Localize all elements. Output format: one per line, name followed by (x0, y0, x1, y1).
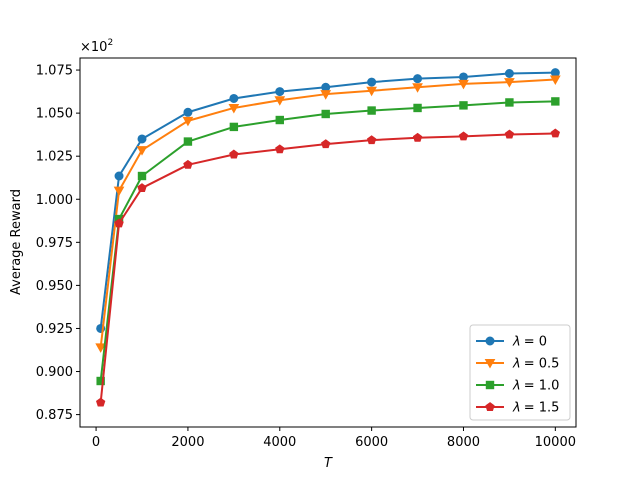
y-tick-label: 1.000 (36, 193, 73, 208)
data-point (137, 183, 147, 193)
data-point (114, 171, 124, 181)
data-point (413, 103, 422, 113)
series-line (99, 132, 556, 403)
y-tick-label: 1.075 (36, 64, 73, 79)
data-point (183, 159, 193, 169)
data-point (550, 68, 560, 78)
data-point (137, 171, 147, 181)
data-point (413, 74, 423, 84)
data-point (274, 96, 286, 106)
data-point (95, 397, 106, 407)
legend-marker (485, 336, 495, 346)
data-point (458, 72, 468, 82)
data-point (366, 135, 377, 145)
x-axis-title: T (324, 456, 333, 471)
data-point (321, 82, 331, 92)
x-axis: 0 2000 4000 6000 8000 10000 (92, 427, 576, 450)
legend-frame (469, 324, 571, 421)
data-point (367, 106, 376, 115)
data-point (321, 109, 330, 119)
data-point (114, 218, 124, 228)
data-point (459, 101, 468, 110)
y-tick-label: 1.025 (36, 150, 73, 165)
data-point (367, 77, 377, 87)
x-tick-label: 8000 (447, 435, 480, 450)
y-tick-label: 0.925 (36, 322, 73, 337)
data-point (96, 376, 105, 386)
series-1 (95, 75, 561, 353)
data-point (412, 83, 423, 93)
y-axis-title: Average Reward (9, 189, 24, 295)
x-tick-label: 2000 (171, 435, 204, 450)
data-point (412, 132, 423, 142)
legend: λ = 0 λ = 0.5 λ = 1.0 λ = 1.5 (469, 324, 571, 421)
data-point (505, 98, 514, 107)
data-point (321, 139, 331, 149)
legend-marker (485, 402, 495, 411)
data-point (550, 128, 561, 138)
data-point (549, 75, 561, 86)
data-point (183, 107, 193, 117)
x-tick-label: 4000 (263, 435, 296, 450)
data-point (458, 79, 469, 90)
series-line (99, 78, 556, 348)
y-tick-label: 1.050 (36, 107, 73, 122)
series-2 (96, 97, 560, 386)
y-tick-label: 0.875 (36, 408, 73, 423)
y-tick-label: 0.900 (36, 365, 73, 380)
data-point (229, 149, 239, 159)
data-point (113, 186, 125, 197)
data-point (275, 144, 285, 154)
x-tick-label: 6000 (355, 435, 388, 450)
y-axis: 0.875 0.900 0.925 0.950 0.975 1.000 1.025 1.050… (36, 64, 80, 423)
data-point (275, 87, 285, 97)
legend-label: λ = 1.0 (512, 379, 559, 394)
legend-marker (484, 359, 496, 369)
data-point (504, 69, 514, 79)
data-point (183, 137, 193, 146)
x-tick-label: 0 (92, 435, 100, 450)
y-axis-multiplier: ×102 (80, 38, 113, 55)
data-point (137, 134, 147, 144)
legend-item: λ = 1.0 (476, 379, 559, 394)
y-tick-label: 0.975 (36, 236, 73, 251)
data-point (229, 93, 239, 103)
legend-label: λ = 1.5 (512, 401, 559, 416)
data-point (504, 129, 515, 139)
legend-item: λ = 1.5 (476, 401, 559, 416)
legend-marker (485, 380, 495, 390)
data-point (228, 103, 240, 114)
legend-item: λ = 0.5 (476, 357, 559, 372)
data-point (229, 122, 239, 132)
legend-label: λ = 0.5 (512, 357, 559, 372)
series-3 (95, 128, 561, 407)
y-tick-label: 0.950 (36, 279, 73, 294)
data-point (136, 146, 148, 156)
series-layer (95, 68, 561, 407)
data-point (95, 343, 107, 353)
data-point (504, 78, 515, 88)
series-line (99, 71, 556, 329)
data-point (366, 86, 377, 97)
x-tick-label: 10000 (535, 435, 576, 450)
data-point (458, 131, 469, 141)
data-point (320, 90, 332, 100)
legend-label: λ = 0 (512, 335, 547, 350)
series-0 (96, 68, 560, 333)
data-point (275, 115, 284, 125)
data-point (551, 97, 560, 106)
series-line (99, 100, 556, 382)
data-point (182, 116, 194, 127)
legend-item: λ = 0 (476, 335, 547, 350)
